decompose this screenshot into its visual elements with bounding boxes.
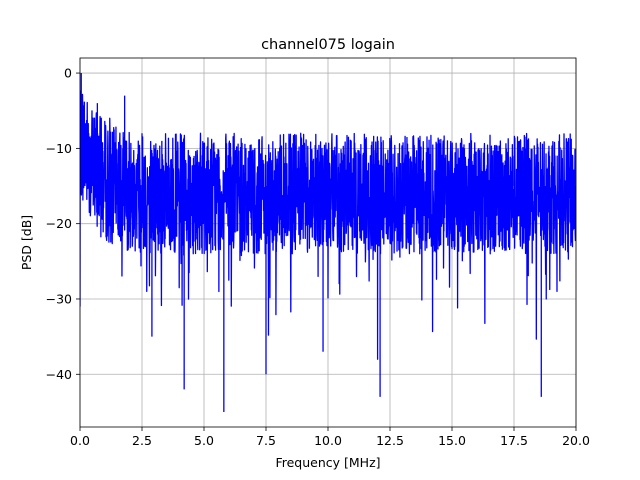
y-tick-label: −10: [46, 141, 72, 156]
x-tick-label: 2.5: [132, 433, 152, 448]
y-tick-label: −30: [46, 291, 72, 306]
ticks: 0.0 2.5 5.0 7.5 10.0 12.5 15.0 17.5 20.0 0 −10 −20 −…: [46, 66, 590, 448]
x-tick-label: 7.5: [256, 433, 276, 448]
y-tick-label: −20: [46, 216, 72, 231]
x-axis-label: Frequency [MHz]: [275, 455, 380, 470]
x-tick-label: 5.0: [194, 433, 214, 448]
x-tick-label: 10.0: [314, 433, 342, 448]
x-tick-label: 20.0: [562, 433, 590, 448]
x-tick-label: 17.5: [500, 433, 528, 448]
y-tick-label: 0: [64, 66, 72, 81]
x-tick-label: 0.0: [70, 433, 90, 448]
chart-title: channel075 logain: [261, 37, 395, 53]
y-axis-label: PSD [dB]: [19, 215, 34, 270]
psd-trace: [80, 73, 576, 412]
y-tick-label: −40: [46, 367, 72, 382]
plot-area: [80, 73, 576, 412]
x-tick-label: 15.0: [438, 433, 466, 448]
x-tick-label: 12.5: [376, 433, 404, 448]
